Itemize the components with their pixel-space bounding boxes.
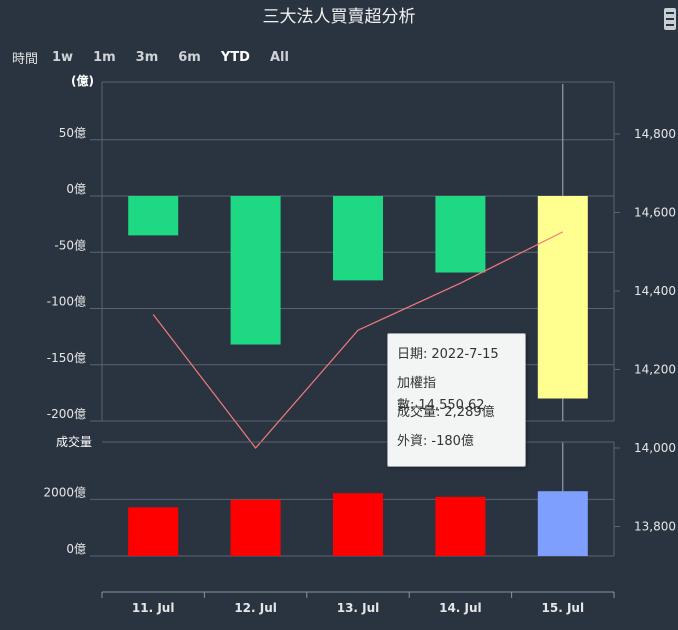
range-selector: 時間 1w 1m 3m 6m YTD All bbox=[12, 48, 309, 67]
foreign-bar bbox=[333, 196, 383, 281]
tooltip-volume: 2,289億 bbox=[444, 405, 495, 420]
bottom-tick-label: 2000億 bbox=[43, 485, 86, 499]
tooltip-volume-label: 成交量: bbox=[397, 405, 441, 420]
top-left-axis-title: (億) bbox=[71, 73, 94, 88]
range-button-ytd[interactable]: YTD bbox=[220, 50, 250, 65]
foreign-bar bbox=[435, 196, 486, 273]
tooltip-index-label: 加權指數: bbox=[397, 376, 437, 413]
tooltip-foreign-label: 外資: bbox=[397, 434, 428, 449]
index-line bbox=[152, 231, 564, 449]
volume-bar bbox=[537, 491, 588, 556]
right-tick-label: 14,200 bbox=[634, 363, 676, 377]
chart-title: 三大法人買賣超分析 bbox=[262, 7, 416, 27]
x-tick-label: 14. Jul bbox=[439, 601, 482, 615]
range-button-1m[interactable]: 1m bbox=[93, 50, 116, 65]
x-tick-label: 11. Jul bbox=[132, 601, 175, 615]
bottom-tick-label: 0億 bbox=[66, 542, 86, 556]
menu-icon[interactable] bbox=[664, 8, 676, 30]
range-button-1w[interactable]: 1w bbox=[52, 50, 74, 65]
tooltip-date: 2022-7-15 bbox=[431, 347, 499, 362]
right-tick-label: 14,000 bbox=[634, 441, 676, 455]
tooltip-date-label: 日期: bbox=[397, 347, 428, 362]
bottom-axis-title: 成交量 bbox=[56, 434, 92, 449]
top-left-tick-label: -200億 bbox=[47, 407, 86, 421]
x-tick-label: 12. Jul bbox=[234, 601, 277, 615]
top-left-tick-label: 50億 bbox=[59, 126, 86, 140]
range-button-6m[interactable]: 6m bbox=[178, 50, 201, 65]
volume-bar bbox=[128, 507, 179, 556]
x-tick-label: 13. Jul bbox=[337, 601, 380, 615]
foreign-bar bbox=[128, 196, 179, 236]
x-tick-label: 15. Jul bbox=[542, 601, 585, 615]
volume-bar bbox=[230, 499, 281, 556]
range-label: 時間 bbox=[12, 52, 39, 67]
range-button-3m[interactable]: 3m bbox=[135, 50, 159, 65]
right-tick-label: 14,800 bbox=[634, 127, 676, 141]
top-left-tick-label: 0億 bbox=[66, 182, 86, 196]
volume-bar bbox=[333, 493, 383, 556]
top-left-tick-label: -50億 bbox=[54, 238, 86, 252]
tooltip-index: 14,550.62 bbox=[418, 398, 485, 413]
foreign-bar bbox=[537, 196, 588, 399]
right-tick-label: 14,600 bbox=[634, 206, 676, 220]
foreign-bar bbox=[230, 196, 281, 345]
top-left-tick-label: -150億 bbox=[47, 351, 86, 365]
right-tick-label: 14,400 bbox=[634, 284, 676, 298]
tooltip-foreign: -180億 bbox=[431, 434, 474, 449]
right-tick-label: 13,800 bbox=[634, 520, 676, 534]
top-left-tick-label: -100億 bbox=[47, 295, 86, 309]
volume-bar bbox=[435, 496, 486, 556]
range-button-all[interactable]: All bbox=[269, 50, 289, 65]
tooltip: 日期: 2022-7-15 加權指數: 14,550.62 成交量: 2,289億 外… bbox=[387, 333, 526, 467]
